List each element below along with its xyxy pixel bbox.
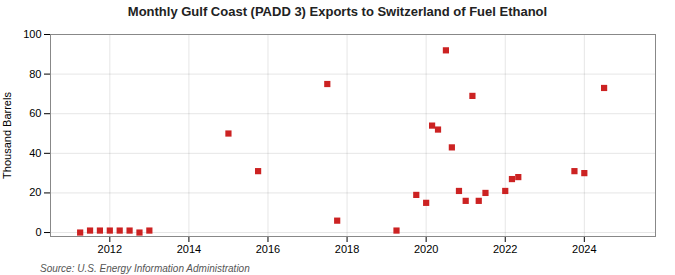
svg-text:2024: 2024 <box>572 243 596 255</box>
html-text:Monthly Gulf Coast (PADD 3) Ex: Monthly Gulf Coast (PADD 3) Exports to S… <box>127 4 548 19</box>
svg-text:2014: 2014 <box>177 243 201 255</box>
svg-text:2020: 2020 <box>414 243 438 255</box>
svg-text:20: 20 <box>29 186 41 198</box>
svg-text:40: 40 <box>29 147 41 159</box>
svg-text:2018: 2018 <box>335 243 359 255</box>
svg-text:2016: 2016 <box>256 243 280 255</box>
svg-text:2012: 2012 <box>98 243 122 255</box>
svg-text:Thousand Barrels: Thousand Barrels <box>1 92 13 179</box>
svg-text:60: 60 <box>29 107 41 119</box>
svg-text:100: 100 <box>23 28 41 40</box>
svg-text:80: 80 <box>29 68 41 80</box>
svg-text:0: 0 <box>35 226 41 238</box>
html-text:Source: U.S. Energy Informatio: Source: U.S. Energy Information Administ… <box>40 263 250 274</box>
svg-text:2022: 2022 <box>493 243 517 255</box>
